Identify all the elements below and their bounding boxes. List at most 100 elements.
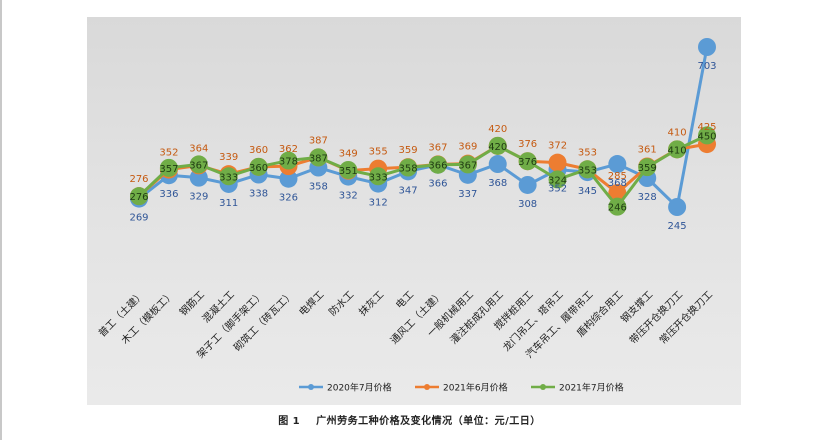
data-point xyxy=(428,155,447,174)
x-tick-label: 通风工（土建） xyxy=(387,288,446,347)
data-point xyxy=(608,184,627,203)
legend-item: 2020年7月价格 xyxy=(299,382,392,394)
x-tick-label: 常压开仓换刀工 xyxy=(656,288,715,347)
data-label: 387 xyxy=(309,153,328,164)
data-label: 368 xyxy=(488,178,507,189)
figure-number: 图 1 xyxy=(278,416,301,427)
data-label: 332 xyxy=(339,191,358,202)
data-label: 703 xyxy=(697,61,716,72)
x-tick-label: 钢筋工 xyxy=(177,288,207,318)
legend-marker xyxy=(424,384,430,390)
data-label: 367 xyxy=(189,160,208,171)
data-label: 285 xyxy=(608,171,627,182)
data-label: 269 xyxy=(129,213,148,224)
legend-marker xyxy=(540,384,546,390)
data-label: 364 xyxy=(189,143,208,154)
data-label: 339 xyxy=(219,152,238,163)
data-point xyxy=(518,175,537,194)
legend-item: 2021年7月价格 xyxy=(531,382,624,394)
data-point xyxy=(219,167,238,186)
data-labels: 269 336 329 311 338 326 358 332 312 347 366 337 368 3… xyxy=(129,61,716,232)
data-label: 362 xyxy=(279,144,298,155)
data-label: 410 xyxy=(668,145,687,156)
data-label: 336 xyxy=(159,189,178,200)
data-label: 367 xyxy=(428,142,447,153)
data-label: 358 xyxy=(399,164,418,175)
data-point xyxy=(548,170,567,189)
series-2 xyxy=(130,126,716,216)
legend-marker xyxy=(308,384,314,390)
data-point xyxy=(339,160,358,179)
data-label: 347 xyxy=(399,185,418,196)
data-label: 369 xyxy=(458,142,477,153)
data-point xyxy=(399,158,418,177)
data-label: 425 xyxy=(697,122,716,133)
data-point xyxy=(189,155,208,174)
data-label: 420 xyxy=(488,124,507,135)
data-label: 246 xyxy=(608,203,627,214)
legend-label: 2021年6月价格 xyxy=(443,382,508,394)
data-label: 368 xyxy=(608,178,627,189)
data-point xyxy=(159,158,178,177)
data-label: 338 xyxy=(249,189,268,200)
data-point xyxy=(249,157,268,176)
data-label: 450 xyxy=(697,131,716,142)
data-point xyxy=(668,140,687,159)
data-label: 328 xyxy=(638,192,657,203)
legend-label: 2021年7月价格 xyxy=(559,382,624,394)
data-label: 355 xyxy=(369,147,388,158)
data-label: 361 xyxy=(638,144,657,155)
x-tick-label: 抹灰工 xyxy=(356,288,386,318)
data-label: 359 xyxy=(638,163,657,174)
data-point xyxy=(279,151,298,170)
data-label: 387 xyxy=(309,135,328,146)
data-label: 376 xyxy=(518,157,537,168)
data-point xyxy=(458,155,477,174)
data-label: 333 xyxy=(369,172,388,183)
data-label: 312 xyxy=(369,198,388,209)
data-point xyxy=(130,187,148,206)
x-tick-label: 带压开仓换刀工 xyxy=(627,288,686,347)
data-point xyxy=(668,198,687,216)
x-tick-label: 木工（模板工） xyxy=(118,288,177,347)
legend-item: 2021年6月价格 xyxy=(415,382,508,394)
data-point xyxy=(698,126,716,145)
data-point xyxy=(488,136,507,155)
figure-caption: 图 1 广州劳务工种价格及变化情况（单位：元/工日） xyxy=(0,412,819,427)
data-label: 353 xyxy=(578,165,597,176)
x-tick-label: 灌注桩成孔用工 xyxy=(447,288,506,347)
data-label: 376 xyxy=(518,139,537,150)
data-point xyxy=(309,148,328,167)
data-label: 360 xyxy=(249,145,268,156)
data-label: 366 xyxy=(428,179,447,190)
data-label: 329 xyxy=(189,192,208,203)
data-point xyxy=(518,152,537,171)
data-label: 353 xyxy=(578,147,597,158)
data-label: 360 xyxy=(249,163,268,174)
chart-panel: 269 336 329 311 338 326 358 332 312 347 366 337 368 3… xyxy=(87,17,741,405)
data-point xyxy=(369,167,388,186)
data-label: 372 xyxy=(548,141,567,152)
data-label: 324 xyxy=(548,175,567,186)
x-tick-label: 电工 xyxy=(393,288,416,311)
x-tick-label: 防水工 xyxy=(326,288,356,318)
data-label: 410 xyxy=(668,127,687,138)
data-label: 352 xyxy=(159,148,178,159)
data-label: 378 xyxy=(279,157,298,168)
data-label: 333 xyxy=(219,172,238,183)
data-point xyxy=(548,153,567,172)
data-point xyxy=(608,197,627,216)
data-label: 276 xyxy=(129,192,148,203)
data-point xyxy=(488,155,507,174)
data-label: 337 xyxy=(458,189,477,200)
data-label: 245 xyxy=(668,221,687,232)
legend: 2020年7月价格 2021年6月价格 2021年7月价格 xyxy=(299,382,624,394)
data-label: 326 xyxy=(279,193,298,204)
data-label: 351 xyxy=(339,166,358,177)
data-point xyxy=(698,38,716,56)
page-left-border xyxy=(0,0,2,440)
data-label: 366 xyxy=(428,161,447,172)
line-chart: 269 336 329 311 338 326 358 332 312 347 366 337 368 3… xyxy=(96,38,717,394)
figure-title: 广州劳务工种价格及变化情况（单位：元/工日） xyxy=(316,416,541,427)
